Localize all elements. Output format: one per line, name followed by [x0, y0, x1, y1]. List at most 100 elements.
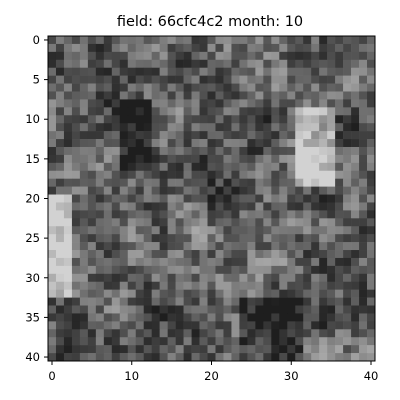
heatmap-cell — [175, 75, 184, 84]
heatmap-cell — [327, 297, 336, 306]
heatmap-cell — [351, 265, 360, 275]
heatmap-cell — [151, 59, 160, 69]
heatmap-cell — [95, 131, 105, 140]
heatmap-cell — [263, 51, 272, 61]
heatmap-cell — [351, 345, 360, 354]
heatmap-cell — [223, 337, 232, 346]
heatmap-cell — [215, 59, 224, 69]
heatmap-cell — [303, 170, 312, 179]
heatmap-cell — [287, 162, 296, 172]
heatmap-cell — [71, 257, 81, 267]
heatmap-cell — [87, 186, 97, 195]
heatmap-cell — [287, 67, 296, 76]
heatmap-cell — [159, 154, 168, 164]
heatmap-cell — [167, 162, 176, 172]
heatmap-cell — [151, 162, 160, 172]
heatmap-cell — [327, 51, 336, 61]
heatmap-cell — [255, 297, 264, 306]
heatmap-cell — [359, 321, 368, 330]
heatmap-cell — [247, 83, 256, 92]
heatmap-cell — [271, 281, 280, 290]
heatmap-cell — [151, 43, 160, 53]
heatmap-cell — [191, 59, 200, 69]
heatmap-cell — [231, 51, 240, 61]
heatmap-cell — [255, 67, 264, 76]
heatmap-cell — [327, 139, 336, 148]
heatmap-cell — [239, 178, 248, 187]
x-tick-label: 20 — [204, 369, 219, 383]
heatmap-cell — [215, 146, 224, 156]
heatmap-cell — [71, 265, 81, 275]
heatmap-cell — [71, 36, 81, 45]
heatmap-cell — [79, 146, 89, 156]
heatmap-cell — [191, 194, 200, 203]
heatmap-cell — [79, 273, 89, 283]
heatmap-cell — [111, 218, 121, 227]
heatmap-cell — [367, 36, 376, 45]
heatmap-cell — [55, 59, 65, 69]
heatmap-cell — [87, 321, 97, 330]
heatmap-cell — [159, 242, 168, 251]
heatmap-cell — [335, 202, 344, 211]
heatmap-cell — [327, 107, 336, 116]
heatmap-cell — [215, 345, 224, 354]
heatmap-cell — [48, 178, 57, 187]
heatmap-cell — [351, 154, 360, 164]
heatmap-cell — [79, 186, 89, 195]
heatmap-cell — [95, 154, 105, 164]
heatmap-cell — [151, 218, 160, 227]
heatmap-cell — [127, 186, 137, 195]
heatmap-cell — [327, 178, 336, 187]
heatmap-cell — [199, 123, 208, 132]
heatmap-cell — [143, 353, 152, 362]
heatmap-cell — [87, 337, 97, 346]
heatmap-cell — [263, 170, 272, 179]
heatmap-cell — [79, 115, 89, 124]
x-axis: 0 10 20 30 40 — [48, 361, 378, 383]
heatmap-cell — [327, 265, 336, 275]
heatmap-cell — [55, 353, 65, 362]
heatmap-cell — [199, 59, 208, 69]
heatmap-cell — [167, 186, 176, 195]
heatmap-cell — [239, 91, 248, 100]
heatmap-cell — [103, 91, 113, 100]
heatmap-cell — [351, 234, 360, 243]
heatmap-cell — [151, 289, 160, 298]
heatmap-cell — [335, 154, 344, 164]
heatmap-cell — [223, 115, 232, 124]
heatmap-cell — [215, 273, 224, 283]
heatmap-cell — [215, 170, 224, 179]
heatmap-cell — [63, 59, 73, 69]
heatmap-cell — [167, 107, 176, 116]
heatmap-cell — [215, 202, 224, 211]
heatmap-cell — [255, 273, 264, 283]
heatmap-cell — [247, 234, 256, 243]
heatmap-cell — [191, 305, 200, 314]
heatmap-cell — [103, 337, 113, 346]
heatmap-cell — [295, 321, 304, 330]
heatmap-cell — [111, 289, 121, 298]
heatmap-cell — [247, 313, 256, 322]
heatmap-cell — [271, 59, 280, 69]
heatmap-cell — [167, 146, 176, 156]
heatmap-cell — [183, 123, 192, 132]
heatmap-cell — [279, 186, 288, 195]
heatmap-cell — [359, 194, 368, 203]
heatmap-cell — [167, 297, 176, 306]
heatmap-cell — [167, 345, 176, 354]
heatmap-cell — [135, 170, 145, 179]
heatmap-cell — [87, 265, 97, 275]
heatmap-cell — [63, 353, 73, 362]
heatmap-cell — [183, 265, 192, 275]
heatmap-cell — [63, 337, 73, 346]
heatmap-cell — [247, 226, 256, 235]
heatmap-cell — [175, 139, 184, 148]
heatmap-cell — [55, 345, 65, 354]
heatmap-cell — [335, 123, 344, 132]
heatmap-cell — [239, 154, 248, 164]
heatmap-cell — [87, 353, 97, 362]
heatmap-cell — [183, 218, 192, 227]
heatmap-cell — [359, 154, 368, 164]
heatmap-cell — [87, 67, 97, 76]
heatmap-cell — [311, 265, 320, 275]
